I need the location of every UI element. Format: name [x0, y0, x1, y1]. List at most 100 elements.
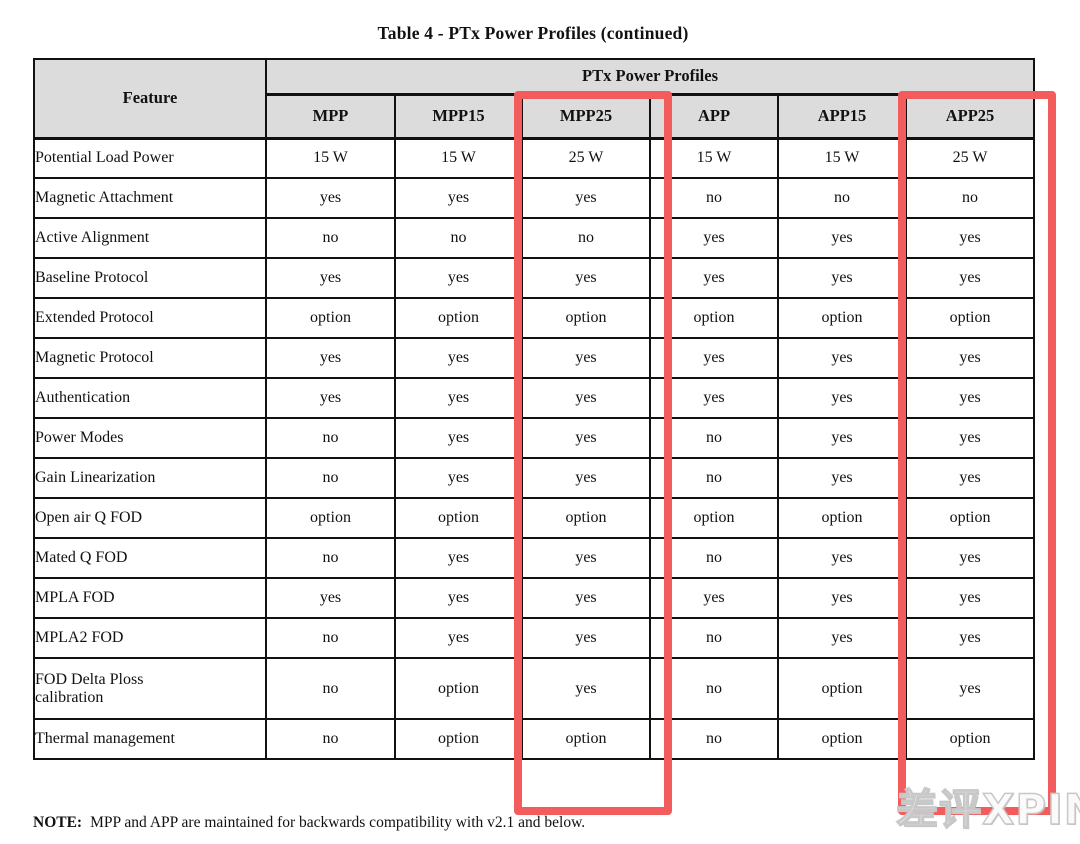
feature-cell: Baseline Protocol: [33, 257, 267, 299]
column-header-app25: APP25: [904, 93, 1036, 140]
value-cell-app25: yes: [904, 457, 1036, 499]
value-cell-mpp: no: [265, 657, 396, 720]
value-cell-app15: yes: [777, 377, 907, 419]
column-header-app: APP: [649, 93, 779, 140]
column-header-mpp: MPP: [265, 93, 396, 140]
value-cell-mpp15: yes: [394, 257, 523, 299]
value-cell-mpp25: yes: [521, 577, 651, 619]
value-cell-mpp15: option: [394, 497, 523, 539]
column-header-mpp25: MPP25: [521, 93, 651, 140]
value-cell-mpp: yes: [265, 377, 396, 419]
value-cell-mpp: yes: [265, 337, 396, 379]
value-cell-mpp25: yes: [521, 617, 651, 659]
value-cell-mpp25: yes: [521, 537, 651, 579]
value-cell-mpp: no: [265, 457, 396, 499]
value-cell-mpp: option: [265, 297, 396, 339]
value-cell-mpp: no: [265, 217, 396, 259]
table-row: Mated Q FOD no yes yes no yes yes: [33, 537, 1036, 579]
table-row: Power Modes no yes yes no yes yes: [33, 417, 1036, 459]
value-cell-app25: no: [904, 177, 1036, 219]
value-cell-mpp: yes: [265, 257, 396, 299]
value-cell-app15: option: [777, 497, 907, 539]
feature-cell: Potential Load Power: [33, 137, 267, 179]
column-header-mpp15: MPP15: [394, 93, 523, 140]
value-cell-mpp15: yes: [394, 337, 523, 379]
value-cell-app: 15 W: [649, 137, 779, 179]
table-row: Magnetic Attachment yes yes yes no no no: [33, 177, 1036, 219]
column-header-row: MPP MPP15 MPP25 APP APP15 APP25: [34, 93, 1036, 140]
group-header-row: Feature PTx Power Profiles: [33, 58, 1036, 140]
value-cell-mpp15: 15 W: [394, 137, 523, 179]
value-cell-app: yes: [649, 577, 779, 619]
table-row: Extended Protocol option option option optio…: [33, 297, 1036, 339]
table-body: Potential Load Power 15 W 15 W 25 W 15 W 15 W…: [33, 137, 1036, 760]
feature-column-header: Feature: [33, 58, 267, 140]
table-title: Table 4 - PTx Power Profiles (continued): [377, 23, 689, 43]
value-cell-mpp15: no: [394, 217, 523, 259]
table-row: Thermal management no option option no option…: [33, 718, 1036, 760]
value-cell-app15: yes: [777, 417, 907, 459]
value-cell-app25: option: [904, 297, 1036, 339]
value-cell-app15: yes: [777, 257, 907, 299]
feature-cell: Magnetic Attachment: [33, 177, 267, 219]
value-cell-mpp25: yes: [521, 337, 651, 379]
value-cell-mpp: 15 W: [265, 137, 396, 179]
value-cell-app15: option: [777, 657, 907, 720]
value-cell-mpp25: option: [521, 718, 651, 760]
value-cell-app: yes: [649, 217, 779, 259]
value-cell-mpp15: yes: [394, 177, 523, 219]
value-cell-app25: yes: [904, 417, 1036, 459]
table-row: MPLA FOD yes yes yes yes yes yes: [33, 577, 1036, 619]
value-cell-app15: yes: [777, 577, 907, 619]
value-cell-app: yes: [649, 337, 779, 379]
feature-cell: Extended Protocol: [33, 297, 267, 339]
table-row: MPLA2 FOD no yes yes no yes yes: [33, 617, 1036, 659]
value-cell-app15: yes: [777, 337, 907, 379]
table-row: Magnetic Protocol yes yes yes yes yes yes: [33, 337, 1036, 379]
value-cell-app25: yes: [904, 617, 1036, 659]
value-cell-mpp25: option: [521, 497, 651, 539]
value-cell-mpp25: yes: [521, 417, 651, 459]
value-cell-mpp15: yes: [394, 457, 523, 499]
value-cell-mpp15: yes: [394, 577, 523, 619]
value-cell-mpp15: yes: [394, 377, 523, 419]
footnote: NOTE: MPP and APP are maintained for back…: [33, 814, 585, 832]
value-cell-mpp25: no: [521, 217, 651, 259]
value-cell-app15: no: [777, 177, 907, 219]
value-cell-mpp: no: [265, 537, 396, 579]
value-cell-app: option: [649, 497, 779, 539]
footnote-text: MPP and APP are maintained for backwards…: [90, 814, 586, 831]
value-cell-mpp: yes: [265, 577, 396, 619]
value-cell-app15: yes: [777, 217, 907, 259]
value-cell-app: no: [649, 537, 779, 579]
feature-cell: Mated Q FOD: [33, 537, 267, 579]
value-cell-mpp15: option: [394, 297, 523, 339]
table-row: Active Alignment no no no yes yes yes: [33, 217, 1036, 259]
column-header-app15: APP15: [777, 93, 907, 140]
feature-cell: Authentication: [33, 377, 267, 419]
value-cell-mpp: option: [265, 497, 396, 539]
feature-cell: Magnetic Protocol: [33, 337, 267, 379]
value-cell-app15: option: [777, 297, 907, 339]
value-cell-app: no: [649, 457, 779, 499]
value-cell-app25: yes: [904, 577, 1036, 619]
value-cell-app: option: [649, 297, 779, 339]
value-cell-app25: yes: [904, 377, 1036, 419]
footnote-label: NOTE:: [33, 814, 83, 831]
value-cell-mpp25: yes: [521, 657, 651, 720]
value-cell-app: no: [649, 417, 779, 459]
value-cell-app25: yes: [904, 217, 1036, 259]
value-cell-mpp25: yes: [521, 257, 651, 299]
feature-cell: Open air Q FOD: [33, 497, 267, 539]
value-cell-mpp25: yes: [521, 177, 651, 219]
value-cell-mpp25: 25 W: [521, 137, 651, 179]
value-cell-app15: yes: [777, 537, 907, 579]
value-cell-app25: option: [904, 718, 1036, 760]
value-cell-mpp: no: [265, 617, 396, 659]
value-cell-mpp25: option: [521, 297, 651, 339]
table-row: Gain Linearization no yes yes no yes yes: [33, 457, 1036, 499]
value-cell-app: no: [649, 718, 779, 760]
table-row: Open air Q FOD option option option option op…: [33, 497, 1036, 539]
table-row: Authentication yes yes yes yes yes yes: [33, 377, 1036, 419]
value-cell-mpp15: yes: [394, 417, 523, 459]
